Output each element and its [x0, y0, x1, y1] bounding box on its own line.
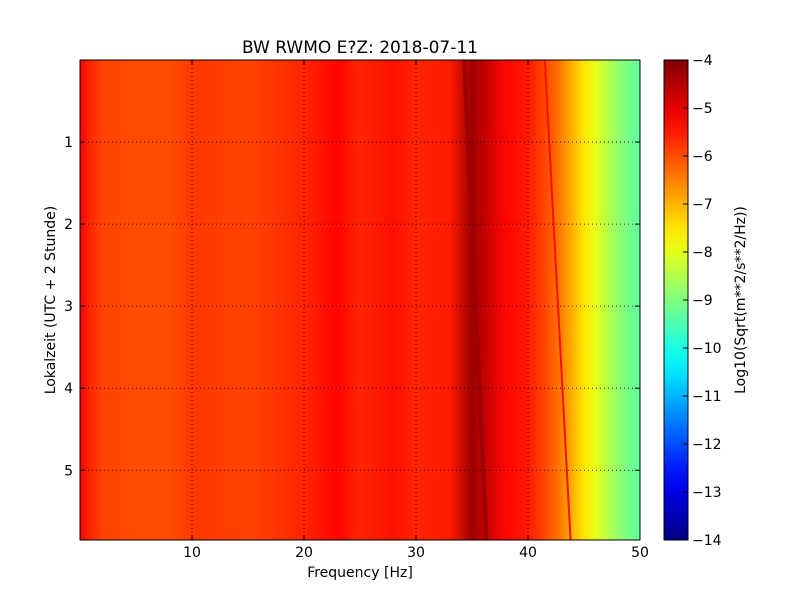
spectral-line-1: [462, 59, 489, 541]
colorbar-tick-label: −14: [692, 533, 722, 549]
colorbar-tick-label: −13: [692, 485, 722, 501]
colorbar-tick-label: −9: [692, 293, 713, 309]
y-tick-label: 1: [64, 135, 73, 151]
spectral-line-2: [543, 59, 572, 541]
colorbar-tick-label: −4: [692, 53, 713, 69]
x-tick-label: 20: [295, 545, 313, 561]
colorbar: −4 −5 −6 −7 −8 −9 −10 −11 −12 −13 −14 Log10(Sqrt(m…: [663, 53, 749, 549]
chart-title: BW RWMO E?Z: 2018-07-11: [242, 38, 478, 58]
colorbar-tick-label: −11: [692, 389, 722, 405]
colorbar-tick-label: −7: [692, 197, 713, 213]
colorbar-tick-label: −12: [692, 437, 722, 453]
x-axis-label: Frequency [Hz]: [307, 565, 413, 581]
colorbar-tick-label: −5: [692, 101, 713, 117]
y-tick-label: 4: [64, 381, 73, 397]
y-tick-label: 5: [64, 463, 73, 479]
x-tick-label: 50: [631, 545, 649, 561]
x-tick-label: 40: [519, 545, 537, 561]
spectrogram-band: [80, 60, 640, 540]
colorbar-tick-label: −6: [692, 149, 713, 165]
spectrogram-plot: 10 20 30 40 50 1 2 3 4 5: [64, 59, 649, 561]
plot-frame: [79, 59, 641, 541]
x-tick-label: 30: [407, 545, 425, 561]
colorbar-label: Log10(Sqrt(m**2/s**2/Hz)): [733, 206, 749, 394]
y-tick-label: 2: [64, 217, 73, 233]
y-tick-label: 3: [64, 299, 73, 315]
x-tick-label: 10: [183, 545, 201, 561]
colorbar-tick-label: −8: [692, 245, 713, 261]
colorbar-tick-label: −10: [692, 341, 722, 357]
y-axis-label: Lokalzeit (UTC + 2 Stunde): [43, 206, 59, 395]
